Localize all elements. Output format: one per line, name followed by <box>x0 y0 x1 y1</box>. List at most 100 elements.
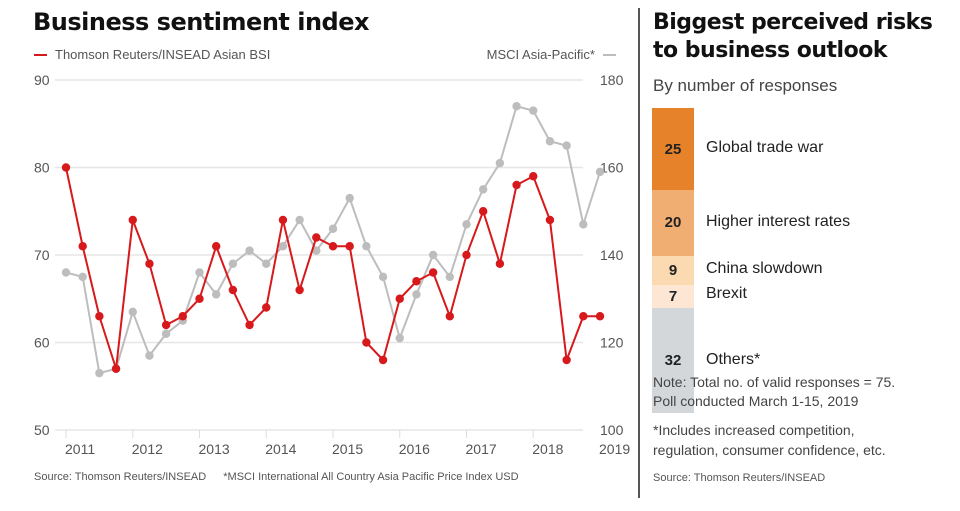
msci-point <box>579 220 588 229</box>
msci-point <box>145 351 154 360</box>
msci-point <box>595 167 605 177</box>
segment-value: 9 <box>668 261 678 279</box>
legend-bsi: Thomson Reuters/INSEAD Asian BSI <box>34 47 270 62</box>
segment-value: 25 <box>664 140 682 158</box>
bsi-point <box>228 285 238 295</box>
msci-point <box>462 220 471 229</box>
right-axis-tick-label: 100 <box>600 422 624 438</box>
x-axis-tick-label: 2014 <box>265 441 296 457</box>
msci-point <box>262 259 271 268</box>
bsi-point <box>128 215 137 225</box>
x-axis-tick-label: 2015 <box>332 441 363 457</box>
bsi-point <box>195 294 204 303</box>
segment-value: 32 <box>664 352 682 370</box>
stacked-segment: 7 <box>652 285 694 309</box>
msci-point <box>545 137 555 146</box>
legend-swatch-red <box>34 53 47 56</box>
msci-point <box>328 224 338 233</box>
bsi-point <box>395 294 404 303</box>
msci-point <box>228 259 238 268</box>
msci-point <box>211 290 221 299</box>
right-axis-tick-label: 120 <box>600 335 624 351</box>
left-axis-tick-label: 60 <box>34 335 50 351</box>
bsi-point <box>345 242 354 251</box>
segment-label: Global trade war <box>706 139 824 156</box>
bsi-point <box>328 242 338 251</box>
bsi-point <box>545 215 555 225</box>
segment-value: 20 <box>664 214 682 232</box>
bsi-point <box>478 207 488 216</box>
bsi-point <box>95 312 104 321</box>
bsi-point <box>529 172 538 181</box>
right-axis-tick-label: 140 <box>600 247 624 263</box>
segment-label: China slowdown <box>706 260 823 278</box>
bsi-point <box>562 355 571 365</box>
stacked-bar: 25 20 9 7 32 <box>652 108 694 414</box>
segment-value: 7 <box>668 288 678 306</box>
right-axis-tick-label: 160 <box>600 160 624 176</box>
bsi-point <box>412 277 421 286</box>
msci-point <box>512 102 521 111</box>
stacked-segment: 25 <box>652 108 694 190</box>
bsi-point <box>161 320 171 330</box>
left-source: Source: Thomson Reuters/INSEAD <box>34 471 207 483</box>
segment-label: Others* <box>706 350 761 368</box>
bsi-point <box>595 312 605 321</box>
bsi-point <box>428 268 438 277</box>
bsi-point <box>61 163 71 172</box>
msci-point <box>395 333 404 343</box>
bsi-line <box>65 167 600 370</box>
risks-title: Biggest perceived risks to business outl… <box>653 10 933 63</box>
msci-point <box>428 250 438 260</box>
msci-point <box>195 268 204 277</box>
x-axis-tick-label: 2017 <box>466 441 497 457</box>
bsi-point <box>312 233 321 242</box>
msci-point <box>95 368 104 378</box>
msci-point <box>412 290 421 299</box>
msci-line <box>65 105 601 375</box>
bsi-point <box>262 303 271 312</box>
bsi-point <box>462 250 471 260</box>
left-axis-tick-label: 70 <box>34 247 50 263</box>
right-source: Source: Thomson Reuters/INSEAD <box>653 472 826 484</box>
bsi-point <box>211 242 221 251</box>
msci-point <box>61 268 71 277</box>
msci-point <box>562 141 571 150</box>
msci-point <box>378 272 388 282</box>
msci-point <box>78 272 87 282</box>
left-footnote: Source: Thomson Reuters/INSEAD *MSCI Int… <box>34 471 533 483</box>
segment-label: Brexit <box>706 284 747 302</box>
segment-label: Higher interest rates <box>706 212 851 230</box>
bsi-point <box>362 338 371 347</box>
bsi-point <box>278 215 288 225</box>
x-axis-tick-label: 2019 <box>599 441 630 457</box>
line-chart: 50 60 70 80 90 100 120 140 160 180 2011 2012 2013 201… <box>34 72 630 457</box>
x-axis-tick-label: 2013 <box>199 441 230 457</box>
legend-swatch-gray <box>603 53 616 56</box>
msci-point <box>445 272 455 282</box>
left-axis-tick-label: 50 <box>34 422 50 438</box>
bsi-point <box>145 259 154 268</box>
x-axis-tick-label: 2018 <box>532 441 563 457</box>
msci-point <box>161 329 171 338</box>
bsi-point <box>111 364 121 373</box>
bsi-point <box>295 285 304 295</box>
msci-point <box>478 185 488 194</box>
stacked-segment: 32 <box>652 308 694 414</box>
bsi-point <box>512 180 521 190</box>
stacked-segment: 9 <box>652 255 694 286</box>
legend-msci: MSCI Asia-Pacific* <box>487 47 616 62</box>
note-others-2: regulation, consumer confidence, etc. <box>653 442 886 458</box>
bsi-point <box>178 312 188 321</box>
msci-point <box>295 215 304 225</box>
msci-point <box>529 106 538 115</box>
msci-point <box>245 246 254 255</box>
bsi-point <box>445 312 455 321</box>
note-others-1: *Includes increased competition, <box>653 422 855 438</box>
x-axis-tick-label: 2016 <box>399 441 430 457</box>
bsi-point <box>579 312 588 321</box>
legend-label-msci: MSCI Asia-Pacific* <box>486 47 595 62</box>
right-axis-tick-label: 180 <box>600 72 624 88</box>
left-axis-tick-label: 80 <box>34 160 50 176</box>
bsi-point <box>78 242 87 251</box>
